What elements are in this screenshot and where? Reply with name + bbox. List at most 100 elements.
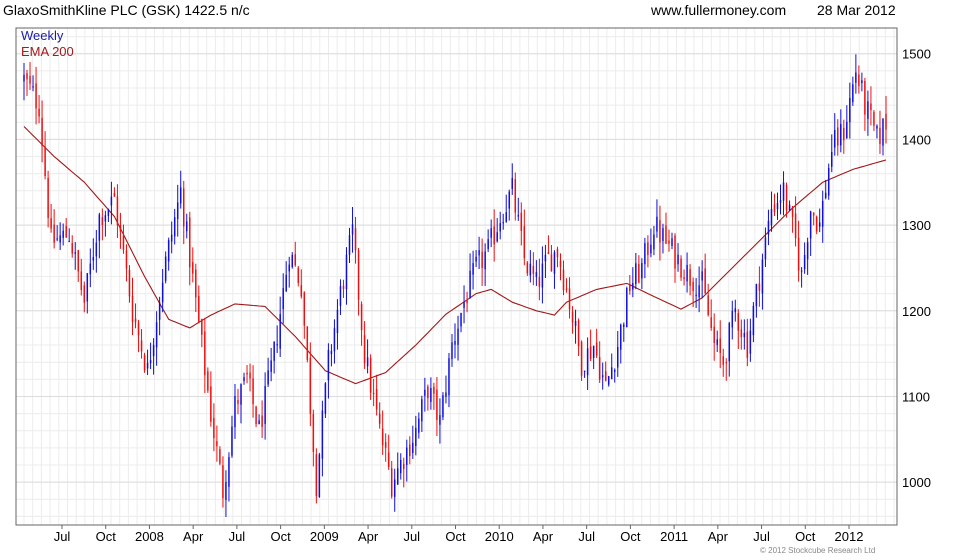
- candle-body: [369, 358, 372, 393]
- candle-body: [29, 75, 31, 84]
- candle-body: [613, 369, 616, 372]
- candle-body: [276, 344, 278, 346]
- candle-body: [131, 295, 134, 322]
- candle-body: [409, 444, 411, 457]
- candle-body: [885, 113, 887, 130]
- candle-body: [240, 384, 242, 405]
- candle-body: [827, 167, 830, 196]
- y-tick-label: 1200: [902, 304, 931, 319]
- candle-body: [821, 200, 824, 227]
- candle-body: [403, 463, 405, 469]
- site-url[interactable]: www.fullermoney.com: [651, 2, 787, 18]
- candle-body: [195, 269, 197, 298]
- candle-body: [632, 283, 634, 290]
- candle-body: [396, 468, 399, 485]
- x-tick-label: Jul: [229, 529, 246, 544]
- candle-body: [843, 127, 845, 141]
- candle-body: [357, 250, 360, 300]
- candle-body: [713, 326, 715, 344]
- candle-body: [384, 441, 387, 448]
- candle-body: [553, 252, 556, 274]
- candle-body: [255, 406, 257, 425]
- candle-body: [568, 288, 571, 310]
- candle-body: [430, 388, 432, 402]
- candle-body: [740, 329, 743, 337]
- candle-body: [137, 322, 140, 336]
- candle-body: [562, 269, 565, 291]
- candle-body: [270, 360, 272, 372]
- plot-border: [15, 27, 898, 526]
- candle-body: [840, 124, 842, 146]
- candle-body: [806, 242, 809, 260]
- candle-body: [638, 263, 640, 283]
- candle-body: [282, 288, 284, 310]
- candle-body: [770, 209, 773, 226]
- x-tick-label: Apr: [533, 529, 554, 544]
- candle-body: [550, 254, 553, 272]
- candle-body: [237, 399, 239, 404]
- candle-body: [460, 312, 462, 327]
- legend: Weekly EMA 200: [21, 28, 74, 60]
- candle-body: [737, 313, 740, 331]
- candle-body: [143, 355, 146, 371]
- y-tick-label: 1500: [902, 47, 931, 62]
- candle-body: [677, 254, 679, 265]
- legend-weekly: Weekly: [21, 28, 64, 43]
- candle-body: [595, 342, 598, 356]
- candle-body: [104, 215, 107, 222]
- candle-body: [710, 317, 712, 329]
- candle-body: [598, 357, 601, 380]
- candle-body: [496, 232, 498, 242]
- candle-body: [436, 389, 438, 420]
- candle-body: [35, 83, 37, 109]
- candle-body: [644, 243, 646, 265]
- candle-body: [152, 344, 155, 357]
- candle-body: [478, 250, 480, 256]
- candle-body: [731, 310, 734, 328]
- candle-body: [249, 372, 251, 379]
- candle-body: [140, 340, 143, 352]
- candle-body: [454, 341, 456, 345]
- candle-body: [755, 284, 758, 307]
- candle-body: [671, 238, 673, 247]
- candle-body: [366, 357, 369, 367]
- x-tick-label: Jul: [578, 529, 595, 544]
- candle-body: [867, 101, 869, 119]
- candle-body: [192, 262, 194, 274]
- candle-body: [267, 370, 269, 385]
- candle-body: [743, 332, 746, 338]
- candle-body: [586, 348, 589, 376]
- candle-body: [261, 415, 263, 427]
- candle-body: [641, 262, 643, 279]
- candle-body: [306, 326, 309, 360]
- candle-body: [752, 305, 755, 336]
- candle-body: [80, 271, 83, 290]
- candle-body: [173, 217, 176, 237]
- x-tick-label: Apr: [183, 529, 204, 544]
- legend-ema: EMA 200: [21, 44, 74, 59]
- candle-body: [782, 182, 785, 201]
- y-tick-label: 1300: [902, 218, 931, 233]
- candle-body: [812, 212, 815, 216]
- candle-body: [252, 378, 254, 405]
- candle-body: [291, 254, 293, 268]
- candle-body: [288, 264, 290, 272]
- candle-body: [228, 457, 230, 487]
- candle-body: [601, 375, 604, 378]
- candle-body: [846, 121, 848, 139]
- candle-body: [475, 256, 477, 262]
- candle-body: [620, 324, 622, 350]
- candle-body: [734, 308, 737, 313]
- candle-body: [189, 217, 191, 268]
- candle-body: [589, 346, 592, 359]
- candle-body: [216, 441, 218, 447]
- candle-body: [852, 84, 854, 103]
- candle-body: [870, 103, 872, 111]
- candle-body: [186, 221, 188, 232]
- candle-body: [339, 286, 342, 306]
- candle-body: [791, 206, 794, 217]
- candle-body: [514, 179, 517, 213]
- x-tick-label: Oct: [445, 529, 466, 544]
- candle-body: [698, 285, 700, 298]
- candle-body: [469, 270, 471, 299]
